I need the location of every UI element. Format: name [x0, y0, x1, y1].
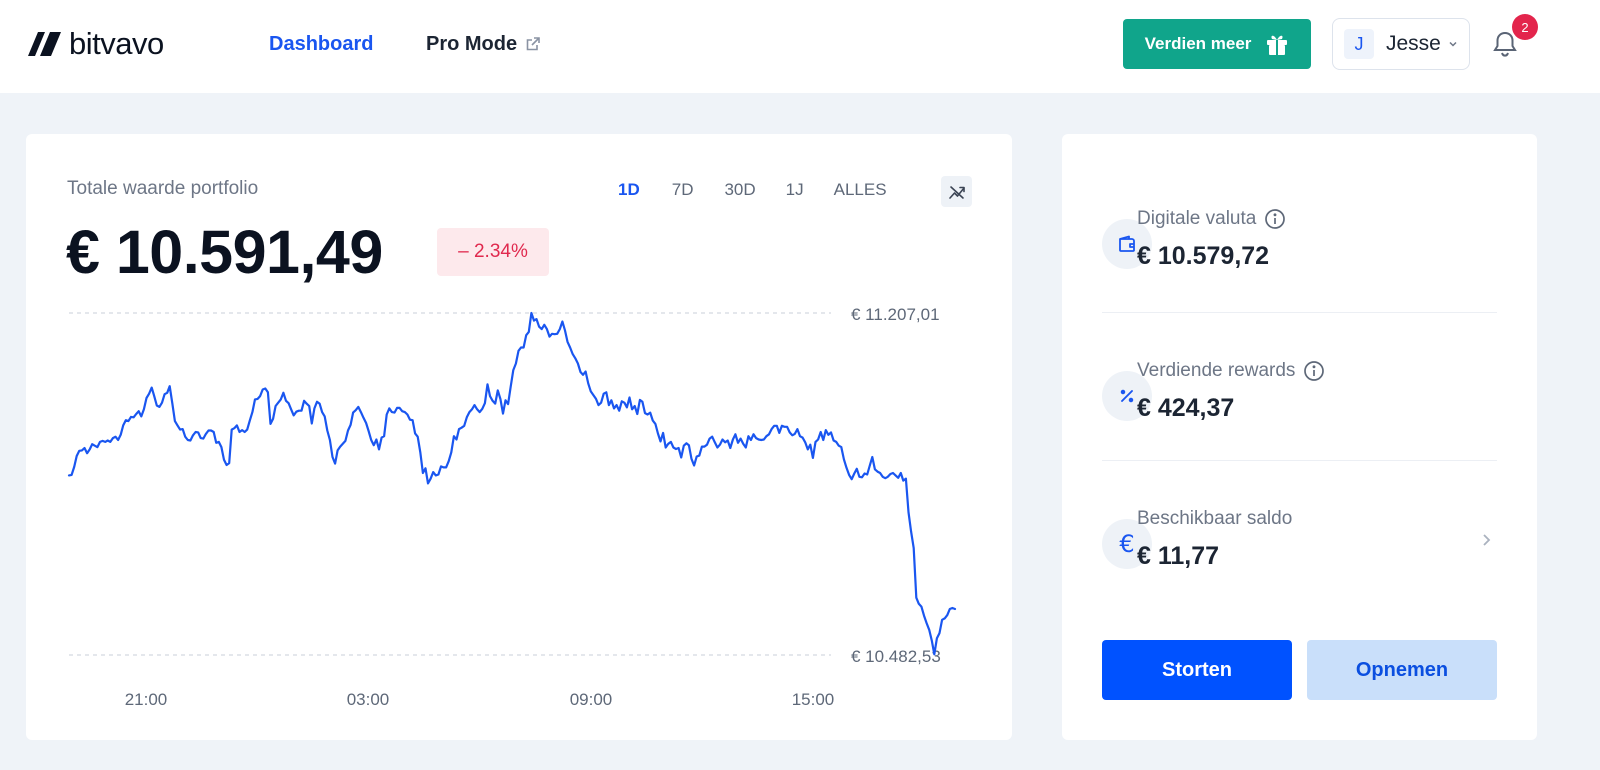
nav-pro-mode[interactable]: Pro Mode [426, 32, 541, 56]
earn-more-label: Verdien meer [1144, 34, 1252, 53]
range-tab-alles[interactable]: ALLES [833, 180, 887, 199]
chevron-right-icon[interactable] [1480, 532, 1492, 553]
external-link-icon [525, 36, 541, 52]
bell-icon[interactable] [1492, 30, 1518, 63]
portfolio-card: Totale waarde portfolio € 10.591,49 – 2.… [26, 134, 1012, 740]
rewards-label-row: Verdiende rewards [1137, 360, 1325, 382]
user-menu-button[interactable]: J Jesse [1332, 18, 1470, 70]
avatar: J [1344, 29, 1374, 59]
info-icon[interactable] [1264, 208, 1286, 230]
range-tab-30d[interactable]: 30D [724, 180, 756, 199]
portfolio-value: € 10.591,49 [66, 218, 383, 286]
x-tick-label: 15:00 [792, 690, 835, 709]
portfolio-chart: € 11.207,01 € 10.482,53 21:00 03:00 09:0… [67, 305, 957, 709]
rewards-value: € 424,37 [1137, 394, 1235, 422]
bitvavo-mark-icon [28, 32, 61, 56]
x-tick-label: 03:00 [347, 690, 390, 709]
top-bar: bitvavo Dashboard Pro Mode Verdien meer … [0, 0, 1600, 93]
change-badge: – 2.34% [437, 228, 549, 276]
brand-name: bitvavo [69, 26, 164, 61]
wallet-icon [1102, 219, 1152, 269]
portfolio-label: Totale waarde portfolio [67, 178, 259, 199]
min-label: € 10.482,53 [851, 647, 941, 666]
info-icon[interactable] [1303, 360, 1325, 382]
gift-icon [1265, 32, 1289, 56]
crypto-value: € 10.579,72 [1137, 242, 1270, 270]
chart-type-icon [948, 183, 966, 201]
withdraw-button[interactable]: Opnemen [1307, 640, 1497, 700]
divider [1102, 312, 1497, 313]
earn-more-button[interactable]: Verdien meer [1123, 19, 1311, 69]
range-selector: 1D 7D 30D 1J ALLES [618, 180, 887, 200]
crypto-label-row: Digitale valuta [1137, 208, 1286, 230]
divider [1102, 460, 1497, 461]
balance-label: Beschikbaar saldo [1137, 508, 1293, 529]
chevron-down-icon [1447, 38, 1459, 50]
deposit-button[interactable]: Storten [1102, 640, 1292, 700]
chart-type-toggle[interactable] [941, 176, 972, 207]
nav-pro-mode-label: Pro Mode [426, 33, 518, 55]
user-name: Jesse [1386, 32, 1441, 55]
max-label: € 11.207,01 [851, 305, 940, 324]
euro-icon: € [1102, 519, 1152, 569]
balance-value: € 11,77 [1137, 542, 1220, 570]
balances-card: Digitale valuta € 10.579,72 Verdiende re… [1062, 134, 1537, 740]
percent-icon [1102, 371, 1152, 421]
range-tab-1j[interactable]: 1J [785, 180, 804, 199]
nav-dashboard[interactable]: Dashboard [269, 33, 374, 55]
range-tab-7d[interactable]: 7D [671, 180, 694, 199]
brand-logo[interactable]: bitvavo [28, 24, 164, 64]
x-tick-label: 09:00 [570, 690, 613, 709]
balance-label-row[interactable]: Beschikbaar saldo [1137, 508, 1292, 530]
x-tick-label: 21:00 [125, 690, 168, 709]
crypto-label: Digitale valuta [1137, 208, 1257, 229]
range-tab-1d[interactable]: 1D [618, 180, 640, 199]
series-line [67, 311, 957, 656]
rewards-label: Verdiende rewards [1137, 360, 1296, 381]
notification-badge: 2 [1512, 14, 1538, 40]
